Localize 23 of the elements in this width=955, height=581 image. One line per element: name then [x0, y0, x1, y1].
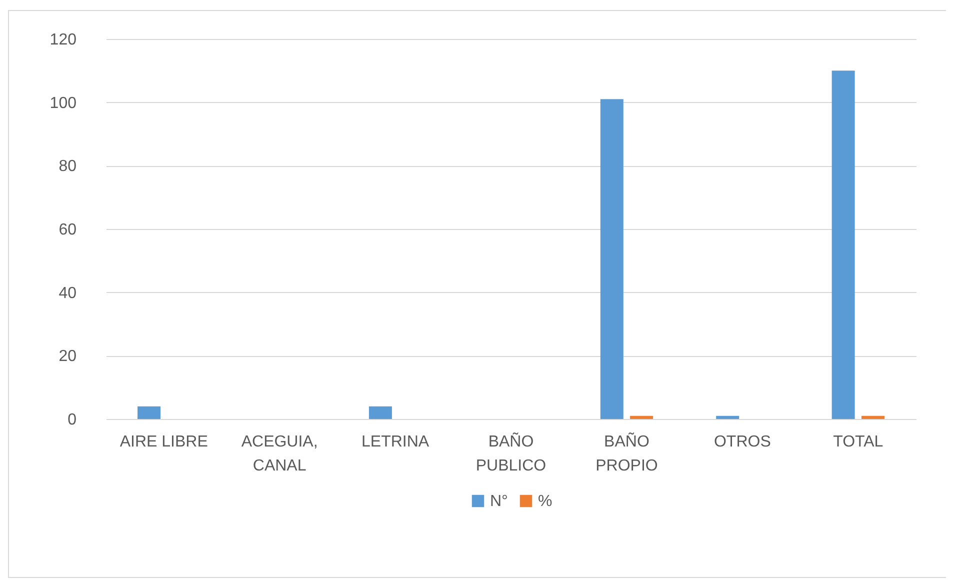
y-tick-label: 80 — [58, 158, 77, 176]
y-tick-label: 20 — [58, 348, 77, 366]
y-tick-label: 120 — [50, 32, 77, 48]
bar — [600, 99, 624, 419]
x-tick-label: ACEGUIA, CANAL — [241, 434, 318, 474]
bar — [861, 416, 884, 419]
y-tick-label: 60 — [58, 222, 77, 238]
bar — [716, 416, 740, 419]
x-tick-label: LETRINA — [361, 434, 430, 450]
bar — [368, 406, 392, 419]
x-tick-label: OTROS — [714, 434, 771, 450]
x-tick-label: BAÑO PUBLICO — [476, 432, 546, 474]
y-tick-label: 0 — [68, 412, 77, 428]
y-tick-label: 100 — [50, 94, 77, 112]
bar — [630, 416, 654, 419]
x-tick-label: TOTAL — [833, 434, 884, 450]
legend-label: % — [538, 493, 552, 510]
bar — [832, 70, 855, 419]
x-tick-label: AIRE LIBRE — [120, 434, 208, 450]
y-tick-label: 40 — [58, 284, 77, 302]
x-tick-label: BAÑO PROPIO — [596, 432, 658, 474]
legend-label: N° — [490, 493, 508, 510]
bar — [138, 406, 161, 419]
